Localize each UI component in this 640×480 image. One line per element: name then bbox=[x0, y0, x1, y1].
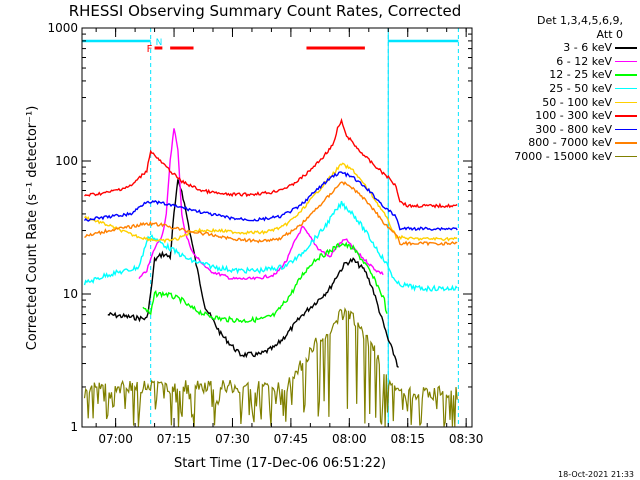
legend-swatch bbox=[615, 60, 637, 63]
x-tick-label: 08:15 bbox=[390, 432, 425, 446]
series-line-5 bbox=[84, 117, 458, 209]
legend-entry: 25 - 50 keV bbox=[487, 82, 637, 96]
x-tick-label: 08:00 bbox=[332, 432, 367, 446]
series-line-8 bbox=[83, 307, 458, 427]
legend-entry: 3 - 6 keV bbox=[487, 41, 637, 55]
plot-frame bbox=[81, 27, 473, 428]
plot-axes: 1 10 100 1000 07:00 07:15 07:30 07:45 08:00 08:15… bbox=[47, 21, 483, 446]
legend-swatch bbox=[615, 87, 637, 90]
series-line-3 bbox=[83, 200, 458, 293]
x-tick-label: 07:45 bbox=[274, 432, 309, 446]
legend-entry: 6 - 12 keV bbox=[487, 55, 637, 69]
x-tick-label: 08:30 bbox=[449, 432, 484, 446]
legend-entry-label: 100 - 300 keV bbox=[535, 109, 612, 123]
night-flag-label: N bbox=[156, 38, 163, 48]
series-line-0 bbox=[107, 179, 399, 368]
legend-entry: 100 - 300 keV bbox=[487, 109, 637, 123]
flag-bands: FN bbox=[81, 28, 459, 427]
series-line-1 bbox=[138, 128, 384, 281]
y-axis-label: Corrected Count Rate (s⁻¹ detector⁻¹) bbox=[25, 106, 40, 351]
legend-entry: 800 - 7000 keV bbox=[487, 136, 637, 150]
y-tick-label: 1 bbox=[70, 420, 78, 434]
legend-swatch bbox=[615, 74, 637, 76]
legend-entry: 50 - 100 keV bbox=[487, 96, 637, 110]
legend-title-line1: Det 1,3,4,5,6,9, bbox=[536, 14, 623, 27]
flare-flag-label: F bbox=[147, 44, 153, 55]
legend-entry-label: 300 - 800 keV bbox=[535, 122, 612, 136]
legend-entry-label: 3 - 6 keV bbox=[563, 41, 612, 55]
x-tick-label: 07:00 bbox=[98, 432, 133, 446]
legend-entries: 3 - 6 keV 6 - 12 keV 12 - 25 keV 25 - 50 ke… bbox=[487, 41, 637, 163]
legend-entry-label: 25 - 50 keV bbox=[549, 81, 612, 95]
series-line-7 bbox=[84, 181, 458, 247]
legend-entry-label: 800 - 7000 keV bbox=[528, 136, 612, 150]
series-line-2 bbox=[142, 241, 388, 324]
legend-swatch bbox=[615, 47, 637, 49]
legend-swatch bbox=[615, 155, 637, 158]
x-axis-label: Start Time (17-Dec-06 06:51:22) bbox=[174, 456, 386, 471]
legend-title-line2: Att 0 bbox=[596, 27, 623, 41]
legend-entry-label: 50 - 100 keV bbox=[542, 95, 612, 109]
legend-entry: 7000 - 15000 keV bbox=[487, 150, 637, 164]
legend-swatch bbox=[615, 128, 637, 131]
legend-entry-label: 6 - 12 keV bbox=[556, 54, 612, 68]
generation-timestamp: 18-Oct-2021 21:33 bbox=[558, 470, 634, 479]
chart-title: RHESSI Observing Summary Count Rates, Co… bbox=[69, 2, 462, 20]
legend-entry: 300 - 800 keV bbox=[487, 123, 637, 137]
y-tick-label: 10 bbox=[63, 287, 78, 301]
x-tick-label: 07:15 bbox=[157, 432, 192, 446]
x-tick-label: 07:30 bbox=[215, 432, 250, 446]
legend-entry-label: 12 - 25 keV bbox=[549, 68, 612, 82]
legend: Det 1,3,4,5,6,9, Att 0 3 - 6 keV 6 - 12 k… bbox=[487, 14, 637, 164]
y-tick-label: 1000 bbox=[47, 21, 78, 35]
y-tick-label: 100 bbox=[55, 154, 78, 168]
series-lines bbox=[83, 117, 458, 427]
legend-swatch bbox=[615, 142, 637, 144]
legend-entry: 12 - 25 keV bbox=[487, 68, 637, 82]
legend-swatch bbox=[615, 101, 637, 104]
legend-entry-label: 7000 - 15000 keV bbox=[514, 149, 612, 163]
legend-swatch bbox=[615, 115, 637, 117]
series-line-6 bbox=[83, 171, 458, 232]
